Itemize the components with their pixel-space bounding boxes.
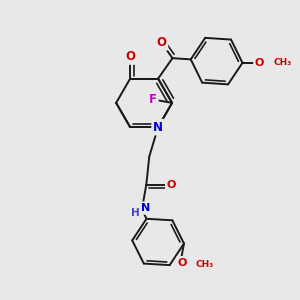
Text: CH₃: CH₃ — [273, 58, 292, 67]
Text: O: O — [178, 258, 187, 268]
Text: O: O — [255, 58, 264, 68]
Text: H: H — [131, 208, 140, 218]
Text: N: N — [153, 121, 163, 134]
Text: O: O — [157, 36, 166, 49]
Text: CH₃: CH₃ — [196, 260, 214, 269]
Text: O: O — [167, 179, 176, 190]
Text: N: N — [141, 203, 150, 213]
Text: O: O — [125, 50, 135, 63]
Text: F: F — [149, 93, 157, 106]
